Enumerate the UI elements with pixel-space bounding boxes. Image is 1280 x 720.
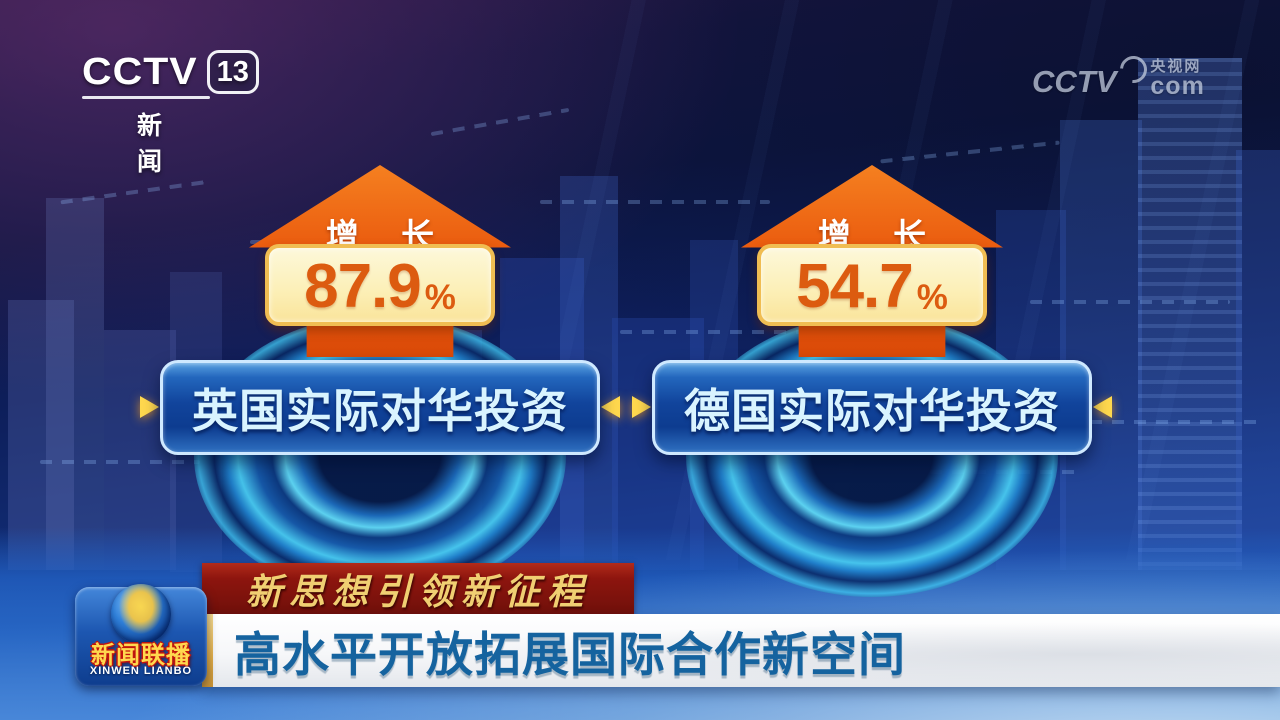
percent-value: 54.7 (796, 251, 914, 321)
tagline-text: 新思想引领新征程 (245, 572, 590, 612)
percent-value: 87.9 (304, 251, 422, 321)
watermark-domain-label: com (1150, 72, 1205, 100)
channel-number-badge: 13 (206, 49, 259, 94)
glow-disc (194, 315, 566, 597)
xinwen-lianbo-logo: 新闻联播 XINWEN LIANBO (75, 584, 207, 686)
category-label-box: 德国实际对华投资 (652, 360, 1092, 455)
glow-disc (686, 315, 1058, 597)
cctv-com-watermark: CCTV 央视网 com (1032, 50, 1205, 100)
percent-sign: % (916, 278, 948, 317)
category-label: 德国实际对华投资 (684, 384, 1060, 437)
headline-banner: 高水平开放拓展国际合作新空间 (202, 614, 1280, 687)
left-pointer-icon (601, 396, 620, 418)
left-pointer-icon (1093, 396, 1112, 418)
logo-underline (82, 96, 210, 99)
cctv-network-logo: CCTV (82, 49, 198, 93)
program-romanized-label: XINWEN LIANBO (89, 665, 193, 677)
watermark-site-label: 央视网 (1150, 58, 1202, 75)
channel-name-label: 新 闻 (136, 112, 192, 176)
category-label-box: 英国实际对华投资 (160, 360, 600, 455)
program-name-label: 新闻联播 (91, 642, 191, 669)
cctv13-logo: CCTV 13 新 闻 (82, 48, 272, 178)
right-pointer-icon (632, 396, 651, 418)
category-label: 英国实际对华投资 (192, 384, 568, 437)
headline-text: 高水平开放拓展国际合作新空间 (234, 628, 906, 681)
percent-badge: 87.9 % (265, 244, 495, 326)
percent-sign: % (424, 278, 456, 317)
watermark-network-label: CCTV (1032, 64, 1117, 99)
right-pointer-icon (140, 396, 159, 418)
stat-card-uk: 增 长 87.9 % 英国实际对华投资 (140, 165, 620, 597)
globe-icon (111, 584, 171, 644)
percent-badge: 54.7 % (757, 244, 987, 326)
tagline-banner: 新思想引领新征程 (202, 563, 634, 615)
stat-card-germany: 增 长 54.7 % 德国实际对华投资 (632, 165, 1112, 597)
swirl-ring-icon (1114, 50, 1153, 89)
